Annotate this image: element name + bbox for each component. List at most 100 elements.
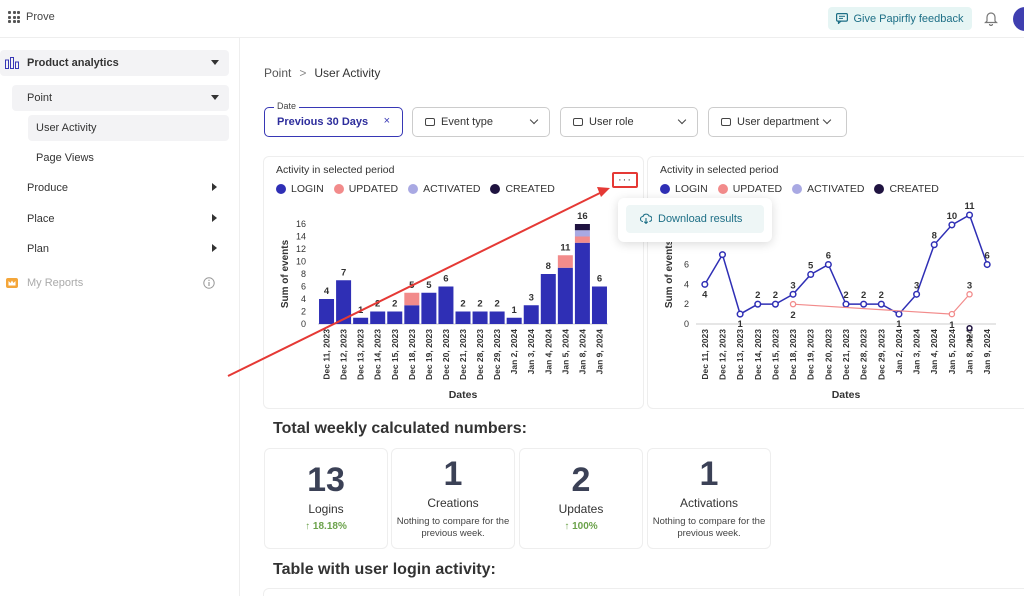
- sidebar-item-label: Plan: [27, 243, 50, 255]
- x-tick-label: Dec 11, 2023: [700, 329, 710, 380]
- sidebar-item-user-activity[interactable]: User Activity: [28, 115, 229, 141]
- bar-login: [421, 292, 437, 324]
- point-created: [966, 324, 973, 332]
- x-tick-label: Jan 4, 2024: [929, 329, 939, 375]
- y-tick-label: 0: [684, 319, 689, 329]
- stat-value: 1: [443, 455, 463, 493]
- chevron-down-icon: [822, 115, 832, 125]
- x-tick-label: Jan 5, 2024: [560, 329, 570, 375]
- sidebar-item-label: Point: [27, 92, 53, 104]
- app-brand[interactable]: Prove: [8, 11, 55, 23]
- point-label-updated: 3: [967, 280, 972, 291]
- breadcrumb-current: User Activity: [314, 66, 381, 80]
- sidebar-item-produce[interactable]: Produce: [12, 175, 229, 201]
- avatar[interactable]: [1013, 7, 1024, 31]
- legend-item-updated[interactable]: UPDATED: [717, 183, 782, 195]
- x-tick-label: Dec 18, 2023: [407, 329, 417, 380]
- point-login: [736, 310, 744, 318]
- point-label-updated: 1: [949, 320, 955, 331]
- x-tick-label: Dec 19, 2023: [424, 329, 434, 380]
- bar-total-label: 6: [597, 274, 602, 285]
- apps-grid-icon[interactable]: [8, 11, 20, 23]
- legend-label: LOGIN: [675, 183, 708, 195]
- user-department-label: User department: [737, 116, 819, 128]
- sidebar-item-product-analytics[interactable]: Product analytics: [0, 50, 229, 76]
- line-chart-card: Activity in selected period LOGIN UPDATE…: [647, 156, 1024, 409]
- bar-login: [489, 311, 505, 324]
- point-login: [913, 290, 921, 298]
- legend-dot: [874, 184, 885, 194]
- legend-dot: [717, 184, 728, 194]
- point-label-login: 6: [826, 251, 831, 262]
- cloud-download-icon: [640, 213, 652, 224]
- chevron-down-icon: [677, 115, 687, 125]
- date-filter[interactable]: Date Previous 30 Days ×: [264, 101, 403, 137]
- event-type-filter[interactable]: Event type: [412, 107, 550, 137]
- user-role-filter[interactable]: User role: [560, 107, 698, 137]
- legend-item-login[interactable]: LOGIN: [660, 183, 708, 195]
- sidebar-item-place[interactable]: Place: [12, 206, 229, 232]
- legend-dot: [660, 184, 670, 194]
- sidebar-item-plan[interactable]: Plan: [12, 236, 229, 262]
- x-tick-label: Jan 5, 2024: [947, 329, 957, 375]
- stat-note: Nothing to compare for the previous week…: [652, 516, 766, 539]
- point-login: [824, 260, 832, 269]
- x-tick-label: Dec 29, 2023: [876, 329, 886, 380]
- point-login: [771, 300, 779, 308]
- x-axis-title: Dates: [832, 389, 861, 401]
- sidebar-item-point[interactable]: Point: [12, 85, 229, 111]
- x-tick-label: Dec 12, 2023: [339, 329, 349, 380]
- chart-options-button[interactable]: ···: [612, 172, 638, 188]
- x-tick-label: Dec 11, 2023: [322, 329, 332, 380]
- x-tick-label: Jan 2, 2024: [894, 329, 904, 375]
- chart-legend: LOGIN UPDATED ACTIVATED CREATED: [660, 183, 939, 195]
- bar-total-label: 5: [426, 280, 432, 291]
- bar-created: [574, 224, 590, 231]
- point-label-login: 6: [985, 251, 990, 262]
- breadcrumb-parent[interactable]: Point: [264, 66, 292, 80]
- y-tick-label: 12: [296, 244, 306, 254]
- point-label-login: 2: [843, 290, 848, 301]
- y-tick-label: 4: [301, 294, 306, 304]
- x-tick-label: Jan 2, 2024: [509, 329, 519, 375]
- x-tick-label: Dec 21, 2023: [458, 329, 468, 380]
- info-icon[interactable]: [203, 277, 215, 289]
- point-updated: [789, 300, 797, 308]
- feedback-button[interactable]: Give Papirfly feedback: [828, 7, 972, 30]
- bar-total-label: 2: [392, 299, 397, 310]
- point-login: [895, 310, 903, 318]
- point-login: [807, 270, 815, 279]
- bar-login: [540, 274, 556, 324]
- bar-total-label: 2: [375, 299, 380, 310]
- legend-item-created[interactable]: CREATED: [874, 183, 939, 195]
- x-tick-label: Dec 15, 2023: [390, 329, 400, 380]
- bar-login: [404, 305, 420, 324]
- stat-card-creations: 1 Creations Nothing to compare for the p…: [391, 448, 515, 549]
- user-department-filter[interactable]: User department: [708, 107, 847, 137]
- legend-dot: [276, 184, 286, 194]
- bar-total-label: 8: [546, 261, 551, 272]
- bar-chart-card: Activity in selected period LOGIN UPDATE…: [263, 156, 644, 409]
- x-tick-label: Dec 20, 2023: [441, 329, 451, 380]
- bar-total-label: 5: [409, 280, 415, 291]
- x-tick-label: Dec 13, 2023: [735, 329, 745, 380]
- sidebar-item-my-reports[interactable]: My Reports: [0, 270, 229, 296]
- table-section-title: Table with user login activity:: [273, 561, 496, 578]
- bar-activated: [574, 230, 590, 237]
- bar-updated: [404, 292, 420, 306]
- sidebar-item-page-views[interactable]: Page Views: [28, 145, 229, 171]
- download-results-menu-item[interactable]: Download results: [626, 205, 764, 233]
- bell-icon[interactable]: [984, 10, 998, 26]
- sidebar-item-label: Produce: [27, 182, 68, 194]
- user-role-label: User role: [589, 116, 634, 128]
- bar-total-label: 1: [512, 305, 518, 316]
- point-label-login: 1: [896, 319, 902, 330]
- x-tick-label: Dec 29, 2023: [492, 329, 502, 380]
- breadcrumb: Point > User Activity: [264, 66, 380, 80]
- clear-date-button[interactable]: ×: [383, 115, 390, 127]
- chevron-down-icon: [529, 115, 539, 125]
- legend-item-activated[interactable]: ACTIVATED: [792, 183, 864, 195]
- point-label-login: 2: [879, 290, 884, 301]
- bar-total-label: 6: [443, 274, 448, 285]
